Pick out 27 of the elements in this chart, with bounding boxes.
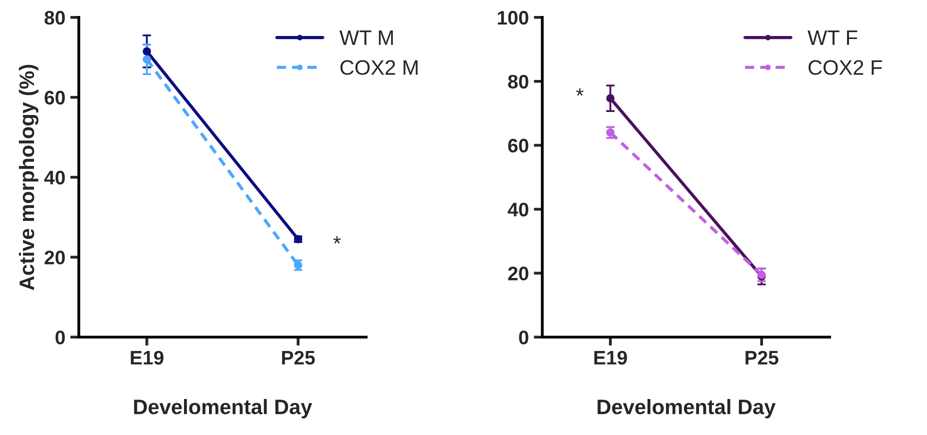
x-axis-title: Develomental Day	[598, 399, 776, 418]
y-tick-label: 20	[44, 250, 65, 264]
legend-label: WT F	[808, 30, 858, 45]
y-tick-label: 0	[56, 330, 65, 344]
y-axis-title: Active morphology (%)	[18, 64, 38, 290]
point	[142, 47, 152, 56]
x-axis-title: Develomental Day	[134, 399, 312, 418]
legend-label: COX2 F	[808, 60, 882, 75]
y-tick-label: 40	[44, 170, 65, 184]
legend-label: COX2 M	[340, 60, 418, 75]
x-tick-label: P25	[746, 350, 778, 365]
y-tick-label: 60	[508, 138, 528, 153]
y-tick-label: 60	[44, 90, 65, 105]
point	[142, 55, 152, 64]
x-tick-label: E19	[594, 350, 627, 365]
point	[606, 94, 615, 102]
annotation: *	[333, 236, 341, 244]
y-tick-label: 20	[508, 266, 528, 280]
annotation: *	[576, 88, 584, 96]
y-tick-label: 80	[44, 10, 65, 25]
x-tick-label: P25	[282, 350, 315, 365]
legend-label: WT M	[339, 30, 393, 45]
y-tick-label: 40	[508, 202, 528, 216]
x-tick-label: E19	[130, 350, 164, 365]
y-tick-label: 100	[498, 10, 528, 25]
y-tick-label: 80	[508, 74, 528, 89]
y-tick-label: 0	[519, 330, 528, 344]
